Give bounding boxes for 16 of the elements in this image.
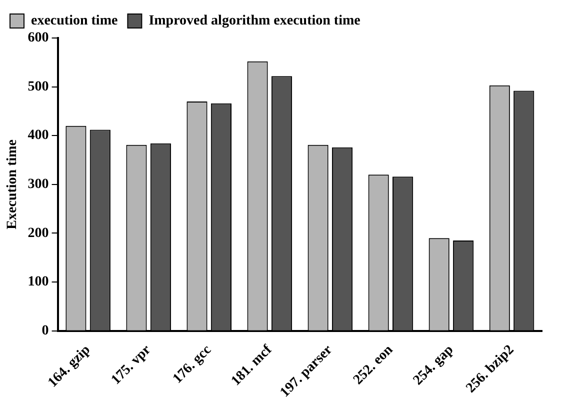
- legend-label: Improved algorithm execution time: [148, 14, 360, 29]
- y-tick-label: 300: [28, 177, 49, 192]
- y-tick-label: 0: [42, 323, 49, 338]
- x-tick-label: 254. gap: [410, 342, 457, 388]
- y-tick-label: 400: [28, 128, 49, 144]
- x-tick-label: 175. vpr: [108, 342, 154, 388]
- x-tick-label: 181. mcf: [228, 342, 276, 389]
- y-tick-label: 500: [28, 79, 49, 94]
- x-tick-label: 252. eon: [350, 342, 396, 388]
- x-tick-label: 176. gcc: [170, 342, 214, 387]
- y-tick-label: 100: [28, 274, 49, 290]
- y-tick-label: 200: [28, 226, 49, 241]
- x-tick-label: 164. gzip: [45, 342, 94, 391]
- y-tick-label: 600: [28, 30, 49, 46]
- y-axis-title: Execution time: [5, 140, 20, 230]
- legend-label: execution time: [31, 14, 118, 29]
